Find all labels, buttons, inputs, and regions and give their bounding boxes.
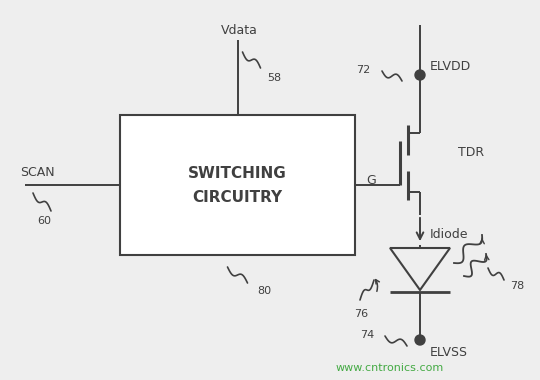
- Text: ELVSS: ELVSS: [430, 345, 468, 358]
- Text: 78: 78: [510, 281, 524, 291]
- Text: Vdata: Vdata: [221, 24, 258, 36]
- Text: 72: 72: [356, 65, 370, 75]
- Text: SWITCHING: SWITCHING: [188, 166, 287, 180]
- Circle shape: [415, 335, 425, 345]
- Text: G: G: [366, 174, 376, 187]
- Text: 74: 74: [360, 330, 374, 340]
- Text: 76: 76: [354, 309, 368, 319]
- Circle shape: [415, 70, 425, 80]
- Text: 80: 80: [258, 286, 272, 296]
- Text: 60: 60: [37, 216, 51, 226]
- Text: CIRCUITRY: CIRCUITRY: [192, 190, 282, 204]
- Text: 58: 58: [267, 73, 282, 83]
- Text: ELVDD: ELVDD: [430, 60, 471, 73]
- Text: www.cntronics.com: www.cntronics.com: [336, 363, 444, 373]
- Text: Idiode: Idiode: [430, 228, 469, 241]
- Text: SCAN: SCAN: [20, 166, 55, 179]
- Bar: [120, 115, 355, 255]
- Text: TDR: TDR: [458, 146, 484, 159]
